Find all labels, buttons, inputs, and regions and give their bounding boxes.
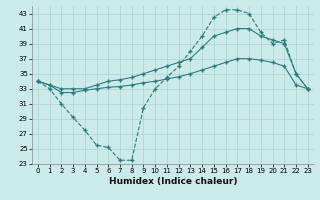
X-axis label: Humidex (Indice chaleur): Humidex (Indice chaleur) [108,177,237,186]
